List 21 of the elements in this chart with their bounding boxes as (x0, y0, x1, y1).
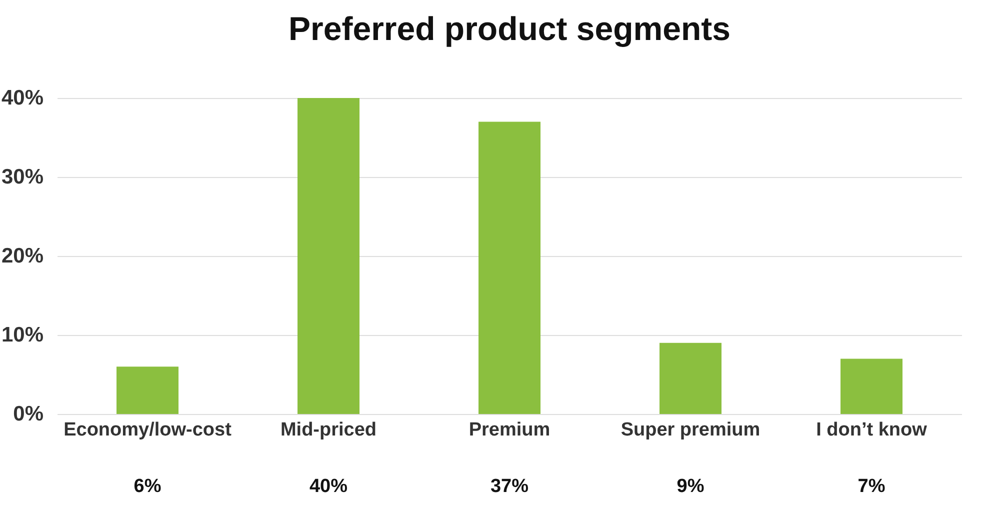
y-tick-label: 30% (1, 166, 44, 188)
y-tick-label: 40% (1, 86, 44, 110)
bar (840, 358, 902, 414)
y-tick-label: 0% (13, 402, 44, 426)
y-tick-label: 20% (1, 244, 44, 268)
bar (116, 366, 178, 414)
x-tick-label: Mid-priced (280, 420, 377, 440)
x-tick-label: Premium (468, 420, 550, 440)
data-label: 6% (134, 476, 162, 497)
data-label: 37% (490, 476, 529, 497)
y-tick-label: 10% (1, 324, 44, 346)
x-tick-label: Super premium (620, 420, 760, 440)
x-tick-label: Economy/low-cost (64, 420, 232, 440)
data-label: 7% (858, 476, 886, 497)
data-label: 40% (309, 476, 348, 497)
data-label: 9% (676, 476, 704, 497)
bar (660, 342, 722, 414)
bar (478, 122, 540, 414)
bar (298, 98, 360, 414)
x-tick-label: I don’t know (816, 420, 928, 440)
chart-title: Preferred product segments (288, 10, 730, 47)
